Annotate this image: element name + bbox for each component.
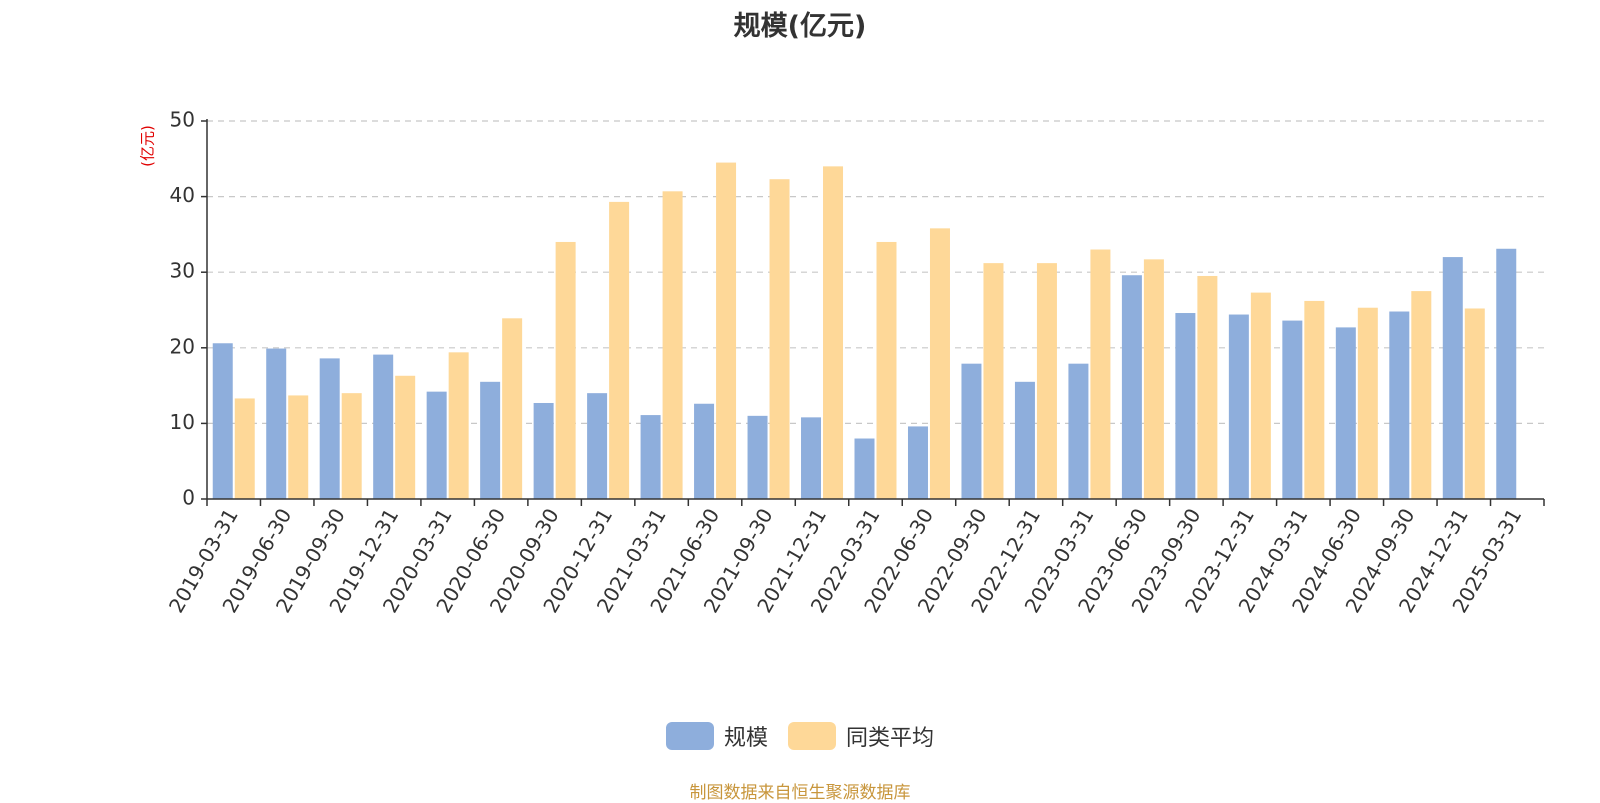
bar-scale <box>426 391 447 499</box>
bar-scale <box>1389 311 1410 499</box>
bar-scale <box>533 402 554 499</box>
bar-scale <box>1068 363 1089 499</box>
bar-peer-average <box>1464 308 1485 499</box>
bar-peer-average <box>395 375 416 499</box>
bar-peer-average <box>1304 300 1325 499</box>
chart-title: 规模(亿元) <box>733 11 867 42</box>
legend-swatch-peer-average <box>788 722 836 750</box>
y-tick-label: 20 <box>170 334 195 358</box>
bar-peer-average <box>341 393 362 499</box>
bar-scale <box>694 403 715 499</box>
y-tick-label: 0 <box>182 486 195 510</box>
bar-scale <box>1175 313 1196 499</box>
bar-peer-average <box>823 166 844 500</box>
y-tick-label: 40 <box>170 183 195 207</box>
bar-scale <box>1228 314 1249 499</box>
bar-scale <box>1335 327 1356 499</box>
bar-peer-average <box>555 241 576 499</box>
bar-peer-average <box>1036 263 1057 499</box>
bar-peer-average <box>288 395 309 499</box>
bar-peer-average <box>769 179 790 499</box>
bar-peer-average <box>876 241 897 499</box>
bar-peer-average <box>1411 291 1432 499</box>
y-axis-label: (亿元) <box>139 125 157 167</box>
legend: 规模 同类平均 <box>0 720 1600 752</box>
bar-scale <box>480 381 501 499</box>
bar-scale <box>1442 257 1463 499</box>
bar-peer-average <box>1357 307 1378 499</box>
bar-scale <box>587 393 608 499</box>
bar-scale <box>212 343 233 499</box>
source-note: 制图数据来自恒生聚源数据库 <box>689 783 911 803</box>
bar-scale <box>961 363 982 499</box>
bar-scale <box>373 354 394 499</box>
bar-peer-average <box>662 191 683 500</box>
bar-peer-average <box>983 263 1004 499</box>
bar-scale <box>747 415 768 499</box>
bar-scale <box>319 358 340 499</box>
bar-peer-average <box>716 162 737 499</box>
bar-peer-average <box>929 228 950 500</box>
bar-scale <box>640 415 661 499</box>
legend-label-scale: 规模 <box>723 726 768 751</box>
bar-scale <box>801 417 822 499</box>
bar-peer-average <box>502 318 523 499</box>
y-tick-label: 50 <box>170 108 195 132</box>
bar-peer-average <box>1250 292 1271 499</box>
bar-peer-average <box>234 398 255 499</box>
legend-label-peer-average: 同类平均 <box>846 726 935 751</box>
legend-item-peer-average[interactable]: 同类平均 <box>788 720 934 752</box>
bar-peer-average <box>609 201 630 499</box>
y-tick-label: 30 <box>170 259 195 283</box>
bar-scale <box>907 426 928 499</box>
bar-scale <box>1282 320 1303 499</box>
legend-swatch-scale <box>665 722 714 750</box>
bar-scale <box>854 438 875 499</box>
bar-scale <box>1121 275 1142 499</box>
bar-peer-average <box>448 352 469 499</box>
bar-peer-average <box>1090 249 1111 499</box>
bar-scale <box>1014 381 1035 499</box>
bar-peer-average <box>1143 259 1164 499</box>
y-tick-label: 10 <box>170 410 195 434</box>
bar-peer-average <box>1197 275 1218 499</box>
bar-scale <box>266 348 287 499</box>
bar-scale <box>1496 248 1517 499</box>
legend-item-scale[interactable]: 规模 <box>665 720 768 752</box>
bars <box>212 162 1517 500</box>
